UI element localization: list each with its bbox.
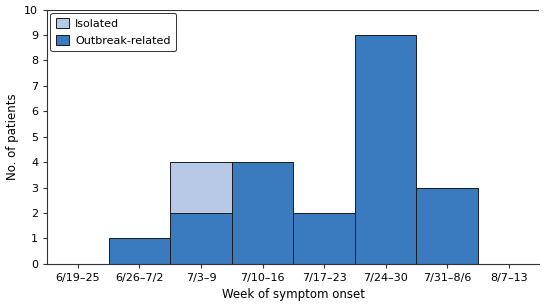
Bar <box>355 35 416 264</box>
Legend: Isolated, Outbreak-related: Isolated, Outbreak-related <box>51 13 176 51</box>
Bar <box>170 162 232 213</box>
Bar <box>293 213 355 264</box>
Bar <box>108 239 170 264</box>
Y-axis label: No. of patients: No. of patients <box>5 93 19 180</box>
X-axis label: Week of symptom onset: Week of symptom onset <box>222 289 365 301</box>
Bar <box>416 188 478 264</box>
Bar <box>232 162 293 264</box>
Bar <box>170 213 232 264</box>
